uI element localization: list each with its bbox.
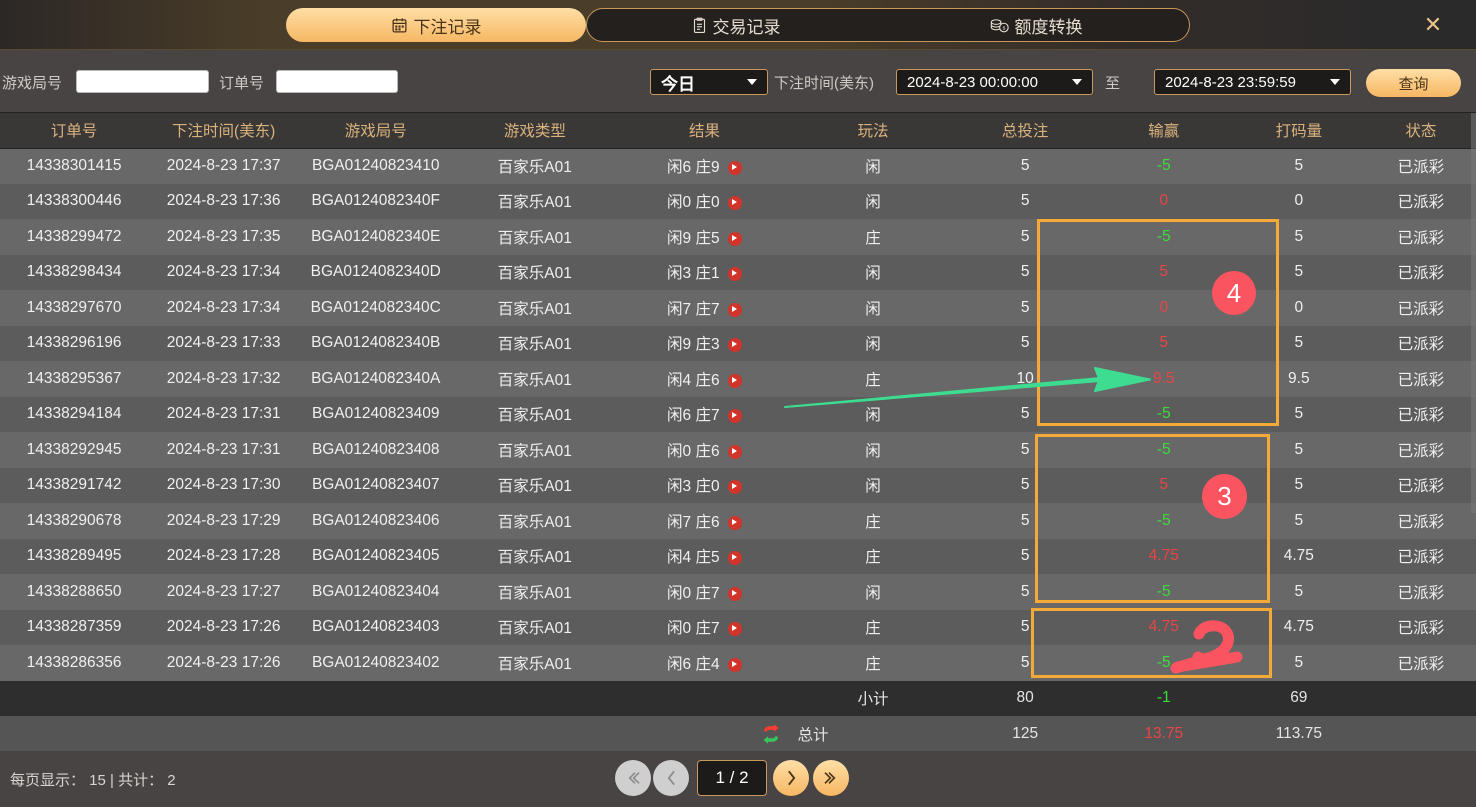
svg-text:$: $ [1002,25,1005,31]
